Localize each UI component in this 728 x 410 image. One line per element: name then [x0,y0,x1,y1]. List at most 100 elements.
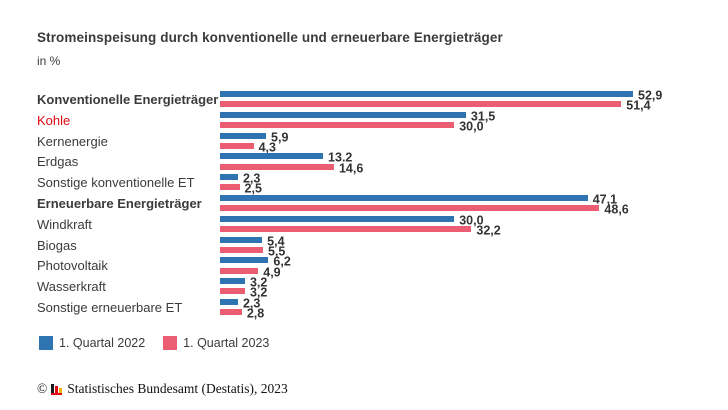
value-label: 5,9 [271,130,289,145]
chart-title: Stromeinspeisung durch konventionelle un… [37,30,503,45]
chart-row: Windkraft 30,0 32,2 [37,213,713,238]
copyright-symbol: © [37,381,48,396]
data-bar [220,288,245,295]
logo-bar-red [55,385,59,393]
data-bar [220,309,242,316]
data-bar [220,226,472,233]
data-bar [220,257,269,264]
data-bar [220,111,466,118]
data-bar [220,132,267,139]
destatis-bar-chart-logo-icon [51,382,63,395]
value-label: 2,5 [244,181,262,196]
category-bars: 5,9 4,3 [220,130,713,154]
bar-line: 32,2 [220,224,501,238]
value-label: 4,9 [263,265,281,280]
legend-item-q1-2022: 1. Quartal 2022 [39,336,145,350]
category-bars: 31,5 30,0 [220,109,713,134]
value-label: 30,0 [459,213,484,228]
category-bars: 13.2 14,6 [220,151,713,175]
bar-line: 48,6 [220,203,629,217]
value-label: 32,2 [476,223,501,238]
value-label: 31,5 [470,109,496,124]
data-bar [220,195,588,201]
category-bars: 5,4 5,5 [220,234,713,258]
bar-line: 14,6 [220,161,363,175]
data-bar [220,101,622,108]
legend-item-q1-2023: 1. Quartal 2023 [163,336,269,350]
chart-row: Kohle 31,5 30,0 [37,109,713,134]
category-label: Kernenergie [37,133,108,149]
logo-bar-gold [59,387,63,393]
value-label: 6,2 [273,254,291,269]
chart-row: Erneuerbare Energieträger 47,1 48,6 [37,193,713,217]
chart-row: Kernenergie 5,9 4,3 [37,130,713,154]
chart-row: Sonstige erneuerbare ET 2,3 2,8 [37,296,713,321]
value-label: 5,5 [267,244,286,259]
chart-row: Photovoltaik 6,2 4,9 [37,255,713,279]
bar-line: 5,4 [220,234,285,248]
bar-line: 3,2 [220,286,267,300]
category-label: Photovoltaik [37,258,108,274]
data-bar [220,142,254,149]
bar-line: 47,1 [220,193,617,207]
category-label: Windkraft [37,216,92,232]
value-label: 2,3 [242,296,261,311]
category-label: Erneuerbare Energieträger [37,196,202,211]
bar-line: 6,2 [220,255,291,269]
bar-line: 30,0 [220,213,484,227]
value-label: 51,4 [626,98,651,113]
bar-line: 3,2 [220,276,267,290]
bar-chart: Konventionelle Energieträger 52,9 51,4 Kohl… [37,89,713,323]
category-bars: 52,9 51,4 [220,89,713,113]
data-bar [220,215,455,222]
bar-line: 2,3 [220,172,260,186]
data-bar [220,163,334,170]
legend-label: 1. Quartal 2023 [183,336,270,350]
category-label: Biogas [37,237,77,253]
chart-row: Erdgas 13.2 14,6 [37,151,713,175]
data-bar [220,184,240,191]
chart-row: Wasserkraft 3,2 3,2 [37,276,713,300]
chart-unit-subtitle: in % [37,54,61,68]
data-bar [220,278,245,285]
value-label: 30,0 [459,119,484,134]
chart-row: Biogas 5,4 5,5 [37,234,713,258]
legend: 1. Quartal 2022 1. Quartal 2023 [39,336,269,350]
value-label: 2,8 [246,306,265,321]
value-label: 3,2 [249,285,268,300]
category-label: Sonstige erneuerbare ET [37,300,183,315]
bar-line: 5,5 [220,244,285,258]
legend-swatch-pink-icon [163,336,178,350]
legend-swatch-blue-icon [39,336,53,350]
bar-line: 2,8 [220,307,264,321]
source-text: Statistisches Bundesamt (Destatis), 2023 [67,381,288,396]
data-bar [220,205,600,212]
bar-line: 51,4 [220,99,651,113]
bar-line: 13.2 [220,151,352,165]
chart-row: Konventionelle Energieträger 52,9 51,4 [37,89,713,113]
category-bars: 6,2 4,9 [220,255,713,279]
value-label: 3,2 [249,275,268,290]
data-bar [220,299,238,305]
data-bar [220,174,238,181]
category-bars: 3,2 3,2 [220,276,713,300]
logo-bar-black [51,383,55,393]
category-bars: 2,3 2,5 [220,172,713,196]
chart-row: Sonstige konventionelle ET 2,3 2,5 [37,172,713,196]
value-label: 4,3 [258,140,276,155]
category-label: Kohle [37,112,71,128]
value-label: 48,6 [604,202,629,217]
bar-line: 4,9 [220,265,281,279]
bar-line: 5,9 [220,130,288,144]
category-label: Sonstige konventionelle ET [37,175,195,191]
category-bars: 30,0 32,2 [220,213,713,238]
source-attribution: © Statistisches Bundesamt (Destatis), 20… [37,381,288,397]
bar-line: 52,9 [220,89,662,103]
bar-line: 30,0 [220,120,484,134]
bar-line: 4,3 [220,140,276,154]
value-label: 14,6 [338,161,364,176]
category-label: Konventionelle Energieträger [37,92,219,107]
value-label: 13.2 [328,150,353,165]
category-label: Erdgas [37,154,79,170]
value-label: 5,4 [267,234,285,249]
